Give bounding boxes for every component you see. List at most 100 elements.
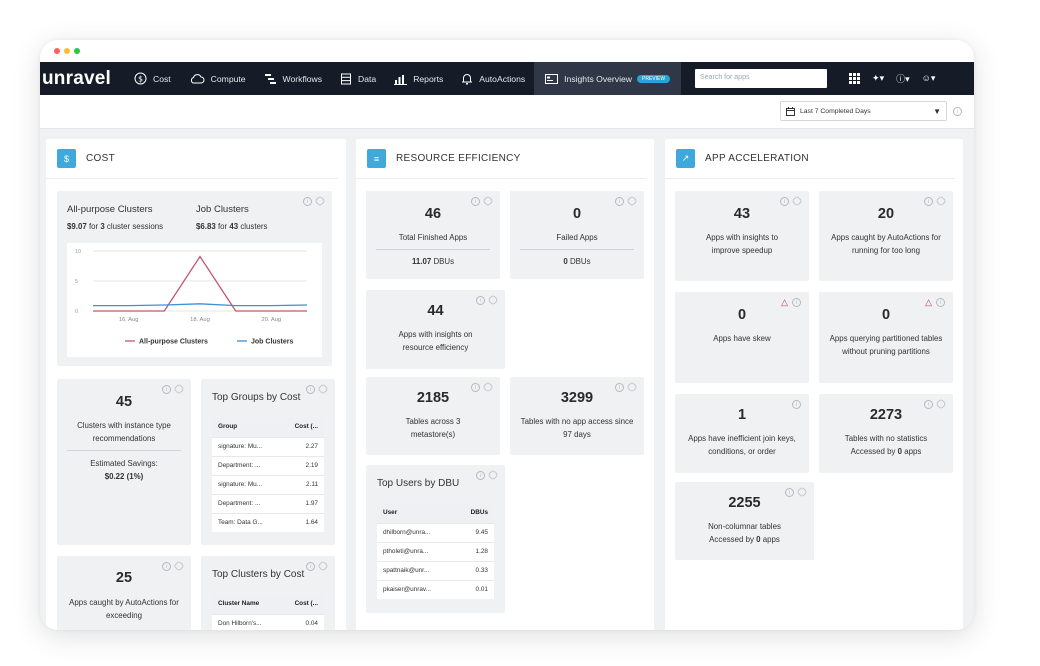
job-count: 43	[229, 222, 239, 231]
info-icon[interactable]: i	[162, 562, 171, 571]
info-icon[interactable]: i	[306, 562, 315, 571]
apps-grid-icon[interactable]	[849, 73, 861, 84]
info-icon[interactable]: i	[792, 400, 801, 409]
no-stats-desc-b: Accessed by 0 apps	[819, 445, 953, 458]
tables-no-access-desc: Tables with no app access since 97 days	[520, 417, 634, 439]
info-icon[interactable]: i	[953, 107, 962, 116]
nav-right-icons: ✦▾ ⓘ▾ ☺▾	[849, 72, 935, 85]
pruning-card[interactable]: △ i 0 Apps querying partitioned tables wi…	[819, 292, 953, 383]
col-cost[interactable]: Cost (...	[280, 594, 324, 614]
link-icon[interactable]	[317, 560, 329, 572]
table-row[interactable]: Department: ... 2.19	[212, 455, 324, 475]
link-icon[interactable]	[314, 195, 326, 207]
insights-efficiency-card[interactable]: i 44 Apps with insights on resource effi…	[366, 290, 505, 369]
cost-cell: 1.64	[280, 512, 324, 532]
y-tick-label: 10	[75, 249, 81, 255]
finished-apps-value: 46	[424, 206, 442, 222]
nav-workflows[interactable]: Workflows	[255, 62, 331, 95]
nav-cost[interactable]: $ Cost	[125, 62, 180, 95]
info-icon[interactable]: i	[162, 385, 171, 394]
nav-insights-label: Insights Overview	[564, 73, 632, 84]
nav-compute[interactable]: Compute	[180, 62, 255, 95]
table-row[interactable]: spattnaik@unr... 0.33	[377, 560, 494, 580]
nav-reports[interactable]: Reports	[385, 62, 452, 95]
link-icon[interactable]	[935, 195, 947, 207]
dbu-cell: 1.28	[455, 541, 494, 561]
cost-cell: 2.27	[280, 436, 324, 456]
link-icon[interactable]	[791, 195, 803, 207]
app-window: unravel $ Cost Compute Workflows Data Re…	[40, 40, 974, 630]
user-menu-icon[interactable]: ☺▾	[921, 73, 936, 83]
table-row[interactable]: dhilborn@unra... 9.45	[377, 522, 494, 542]
clusters-reco-card[interactable]: i 45 Clusters with instance type recomme…	[57, 379, 191, 545]
nav-autoactions[interactable]: AutoActions	[452, 62, 534, 95]
tables-metastore-card[interactable]: i 2185 Tables across 3 metastore(s)	[366, 377, 500, 455]
accel-panel-title: APP ACCELERATION	[705, 153, 809, 164]
date-range-select[interactable]: Last 7 Completed Days ▼	[780, 101, 947, 121]
skew-card[interactable]: △ i 0 Apps have skew	[675, 292, 809, 383]
info-icon[interactable]: i	[785, 488, 794, 497]
table-row[interactable]: pkaiser@unrav... 0.01	[377, 579, 494, 599]
info-icon[interactable]: i	[792, 298, 801, 307]
info-icon[interactable]: i	[303, 197, 312, 206]
info-icon[interactable]: i	[924, 400, 933, 409]
cost-cell: 0.04	[280, 613, 324, 630]
info-icon[interactable]: i	[471, 383, 480, 392]
failed-apps-card[interactable]: i 0 Failed Apps 0 DBUs	[510, 191, 644, 279]
search-input[interactable]: Search for apps	[695, 69, 828, 88]
finished-apps-card[interactable]: i 46 Total Finished Apps 11.07 DBUs	[366, 191, 500, 279]
info-icon[interactable]: i	[471, 197, 480, 206]
accel-panel-header: ↗ APP ACCELERATION	[665, 139, 955, 179]
table-row[interactable]: Don Hilborn's... 0.04	[212, 613, 324, 630]
col-cost[interactable]: Cost (...	[280, 417, 324, 437]
help-menu-icon[interactable]: ⓘ▾	[896, 74, 910, 84]
col-dbus[interactable]: DBUs	[455, 503, 494, 523]
nav-workflows-label: Workflows	[282, 73, 323, 84]
top-clusters-table: Cluster Name Cost (... Don Hilborn's... 0.…	[212, 594, 324, 630]
link-icon[interactable]	[317, 383, 329, 395]
cost-panel-header: $ COST	[46, 139, 338, 179]
col-group[interactable]: Group	[212, 417, 281, 437]
nav-insights-overview[interactable]: Insights Overview PREVIEW	[534, 62, 682, 95]
running-long-card[interactable]: i 20 Apps caught by AutoActions for runn…	[819, 191, 953, 281]
nav-data[interactable]: Data	[331, 62, 385, 95]
autoactions-exceeding-card[interactable]: i 25 Apps caught by AutoActions for exce…	[57, 556, 191, 630]
info-icon[interactable]: i	[615, 197, 624, 206]
non-columnar-card[interactable]: i 2255 Non-columnar tables Accessed by 0…	[675, 482, 814, 560]
info-icon[interactable]: i	[476, 296, 485, 305]
info-icon[interactable]: i	[780, 197, 789, 206]
link-icon[interactable]	[626, 195, 638, 207]
date-range-value: Last 7 Completed Days	[800, 107, 871, 115]
info-icon[interactable]: i	[936, 298, 945, 307]
close-dot[interactable]	[54, 48, 60, 54]
x-tick-label: 18. Aug	[190, 317, 210, 323]
rocket-menu-icon[interactable]: ✦▾	[872, 73, 885, 83]
logo[interactable]: unravel	[42, 67, 111, 89]
tables-no-access-card[interactable]: i 3299 Tables with no app access since 9…	[510, 377, 644, 455]
table-row[interactable]: Team: Data G... 1.64	[212, 512, 324, 532]
pruning-desc: Apps querying partitioned tables without…	[829, 334, 943, 356]
table-row[interactable]: Department: ... 1.97	[212, 493, 324, 513]
finished-dbu-value: 11.07	[411, 257, 432, 266]
table-row[interactable]: ptholeti@unra... 1.28	[377, 541, 494, 561]
info-icon[interactable]: i	[924, 197, 933, 206]
nav-data-label: Data	[358, 73, 377, 84]
accessed-count: 0	[897, 447, 902, 456]
info-icon[interactable]: i	[476, 471, 485, 480]
minimize-dot[interactable]	[64, 48, 70, 54]
link-icon[interactable]	[487, 469, 499, 481]
info-icon[interactable]: i	[615, 383, 624, 392]
speedup-card[interactable]: i 43 Apps with insights to improve speed…	[675, 191, 809, 281]
calendar-icon	[786, 106, 795, 116]
info-icon[interactable]: i	[306, 385, 315, 394]
table-row[interactable]: signature: Mu... 2.27	[212, 436, 324, 456]
join-card[interactable]: i 1 Apps have inefficient join keys, con…	[675, 394, 809, 473]
no-stats-card[interactable]: i 2273 Tables with no statistics Accesse…	[819, 394, 953, 473]
link-icon[interactable]	[482, 195, 494, 207]
col-cluster-name[interactable]: Cluster Name	[212, 594, 281, 614]
link-icon[interactable]	[173, 383, 185, 395]
maximize-dot[interactable]	[74, 48, 80, 54]
col-user[interactable]: User	[377, 503, 456, 523]
nav-cost-label: Cost	[153, 73, 171, 84]
table-row[interactable]: signature: Mu... 2.11	[212, 474, 324, 494]
